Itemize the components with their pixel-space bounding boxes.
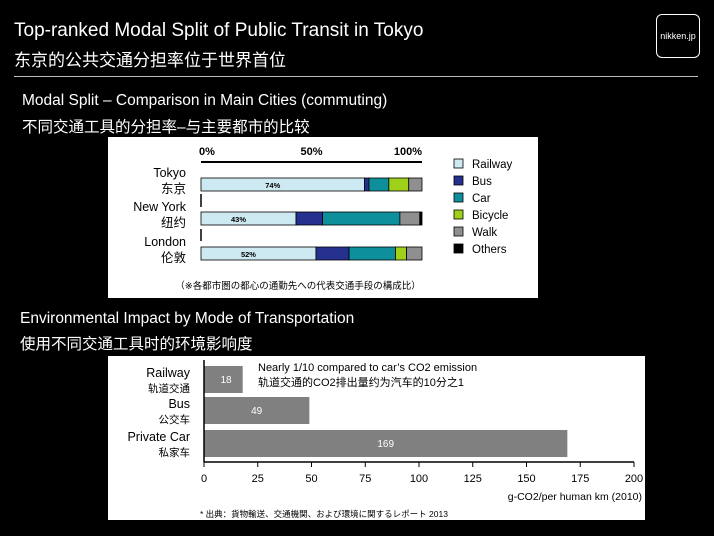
co2-x-axis-label: g-CO2/per human km (2010) <box>508 491 642 503</box>
legend-label-others: Others <box>472 244 507 256</box>
co2-bar <box>204 430 568 457</box>
modal-bar-segment-walk <box>399 211 421 226</box>
page-title-chinese: 东京的公共交通分担率位于世界首位 <box>14 51 286 70</box>
co2-x-tick-label: 100 <box>410 473 428 485</box>
legend-label-bicycle: Bicycle <box>472 210 508 222</box>
modal-footnote: （※各都市圏の都心の通勤先への代表交通手段の構成比） <box>175 280 420 292</box>
co2-bar-data-label: 169 <box>377 439 394 450</box>
co2-mode-label-chinese: 私家车 <box>159 446 191 459</box>
modal-bar-segment-railway <box>200 211 297 226</box>
modal-city-label-chinese: 纽约 <box>161 215 186 230</box>
legend-swatch-bus <box>453 175 464 186</box>
modal-split-chart-panel: 0% 50% 100% Tokyo 东京 74% New York 纽约 43% London 伦敦… <box>108 137 538 298</box>
modal-bar-segment-bus <box>295 211 323 226</box>
co2-mode-label: Bus <box>168 397 190 411</box>
co2-x-tick-label: 50 <box>305 473 317 485</box>
title-divider <box>14 76 698 77</box>
modal-bar-segment-car <box>348 246 396 261</box>
modal-bar-segment-railway <box>200 246 317 261</box>
co2-x-tick-label: 175 <box>571 473 589 485</box>
legend-swatch-railway <box>453 158 464 169</box>
co2-x-tick-label: 200 <box>625 473 643 485</box>
co2-source-note: * 出典：貨物輸送、交通機関、および環境に関するレポート 2013 <box>200 509 448 519</box>
modal-bar-segment-walk <box>406 246 423 261</box>
modal-bar-segment-bus <box>315 246 350 261</box>
co2-mode-label-chinese: 公交车 <box>159 413 191 426</box>
section2-title-chinese: 使用不同交通工具时的环境影响度 <box>20 336 253 353</box>
section2-title: Environmental Impact by Mode of Transpor… <box>20 310 355 327</box>
co2-mode-label: Railway <box>146 366 191 380</box>
brand-logo: nikken.jp <box>656 14 700 58</box>
legend-swatch-others <box>453 243 464 254</box>
modal-city-label-chinese: 东京 <box>161 182 186 196</box>
modal-axis-tick: 100% <box>394 146 422 158</box>
modal-bar-data-label: 52% <box>241 250 256 259</box>
modal-city-label: London <box>144 235 186 249</box>
modal-bar-segment-walk <box>408 177 423 192</box>
legend-swatch-walk <box>453 226 464 237</box>
modal-city-label-chinese: 伦敦 <box>161 250 187 265</box>
co2-x-tick-label: 0 <box>201 473 207 485</box>
modal-bar-segment-others <box>419 211 423 226</box>
legend-swatch-car <box>453 192 464 203</box>
legend-label-walk: Walk <box>472 227 497 239</box>
co2-mode-label-chinese: 轨道交通 <box>148 382 190 395</box>
co2-x-tick-label: 75 <box>359 473 371 485</box>
co2-bar <box>204 366 243 393</box>
modal-bar-segment-bus <box>364 177 370 192</box>
modal-bar-segment-railway <box>200 177 365 192</box>
legend-label-railway: Railway <box>472 159 513 171</box>
modal-city-label: Tokyo <box>153 166 186 180</box>
co2-emission-chart: Railway 轨道交通 18 Bus 公交车 49 Private Car 私家车 169 0 2… <box>127 360 643 519</box>
modal-axis-tick: 50% <box>300 146 322 158</box>
co2-annotation: Nearly 1/10 compared to car’s CO2 emissi… <box>258 362 477 374</box>
co2-bar <box>204 397 310 424</box>
modal-bar-data-label: 74% <box>265 181 280 190</box>
page-title: Top-ranked Modal Split of Public Transit… <box>14 20 424 41</box>
modal-bar-segment-car <box>368 177 390 192</box>
co2-chart-panel: Railway 轨道交通 18 Bus 公交车 49 Private Car 私家车 169 0 2… <box>108 356 645 520</box>
modal-bar-segment-bicycle <box>395 246 407 261</box>
modal-bar-segment-car <box>322 211 401 226</box>
modal-city-label: New York <box>133 200 187 214</box>
legend-label-bus: Bus <box>472 176 492 188</box>
co2-bar-data-label: 49 <box>251 406 263 417</box>
section1-title-chinese: 不同交通工具的分担率–与主要都市的比较 <box>22 119 310 136</box>
legend-label-car: Car <box>472 193 491 205</box>
modal-bar-segment-bicycle <box>388 177 410 192</box>
section1-title: Modal Split – Comparison in Main Cities … <box>22 92 388 109</box>
co2-x-tick-label: 125 <box>464 473 482 485</box>
legend-swatch-bicycle <box>453 209 464 220</box>
co2-bar-data-label: 18 <box>220 375 232 386</box>
modal-bar-data-label: 43% <box>231 215 246 224</box>
co2-x-tick-label: 150 <box>517 473 535 485</box>
co2-annotation-chinese: 轨道交通的CO2排出量约为汽车的10分之1 <box>258 375 464 389</box>
modal-axis-tick: 0% <box>199 146 215 158</box>
co2-x-tick-label: 25 <box>252 473 264 485</box>
co2-mode-label: Private Car <box>127 430 190 444</box>
